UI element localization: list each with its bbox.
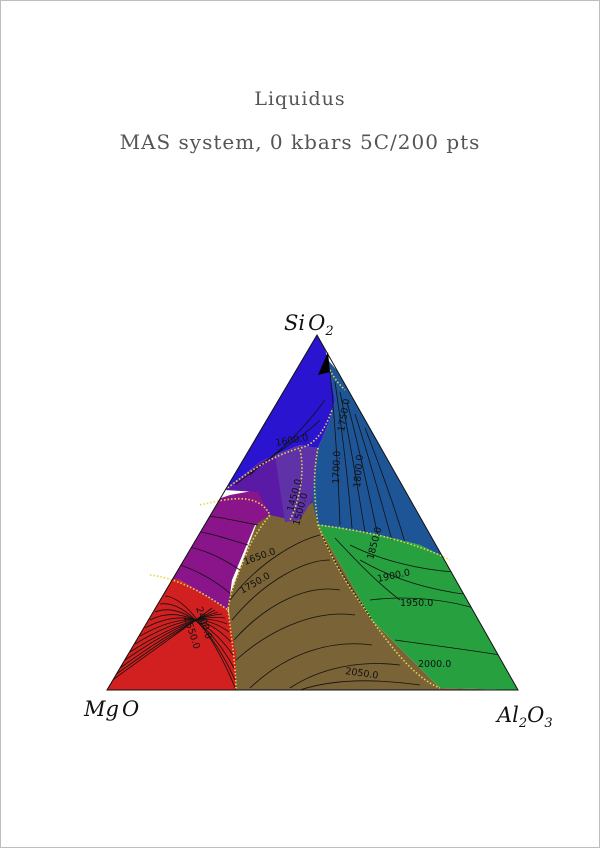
isotherm-label: 2050.0 <box>345 666 379 682</box>
isotherm-label: 1700.0 <box>331 450 343 484</box>
isotherm-label: 2000.0 <box>418 659 451 670</box>
field-mullite <box>312 360 450 560</box>
field-tridymite <box>318 352 330 375</box>
ternary-triangle <box>106 334 519 691</box>
isotherms <box>109 371 501 690</box>
phase-fields <box>107 335 518 690</box>
diagram-title: Liquidus <box>254 88 346 110</box>
vertex-label-mgo: Mg O <box>83 697 139 721</box>
phase-boundaries <box>149 369 451 691</box>
isotherm-label: 1800.0 <box>352 454 366 488</box>
field-corundum <box>318 525 518 690</box>
isotherm-label: 1950.0 <box>400 598 433 609</box>
field-cordierite <box>275 445 318 522</box>
vertex-label-sio2: Si O2 <box>284 311 334 339</box>
field-forsterite <box>150 490 270 610</box>
vertex-label-al2o3: Al2O3 <box>495 703 553 731</box>
diagram-subtitle: MAS system, 0 kbars 5C/200 pts <box>119 130 481 154</box>
